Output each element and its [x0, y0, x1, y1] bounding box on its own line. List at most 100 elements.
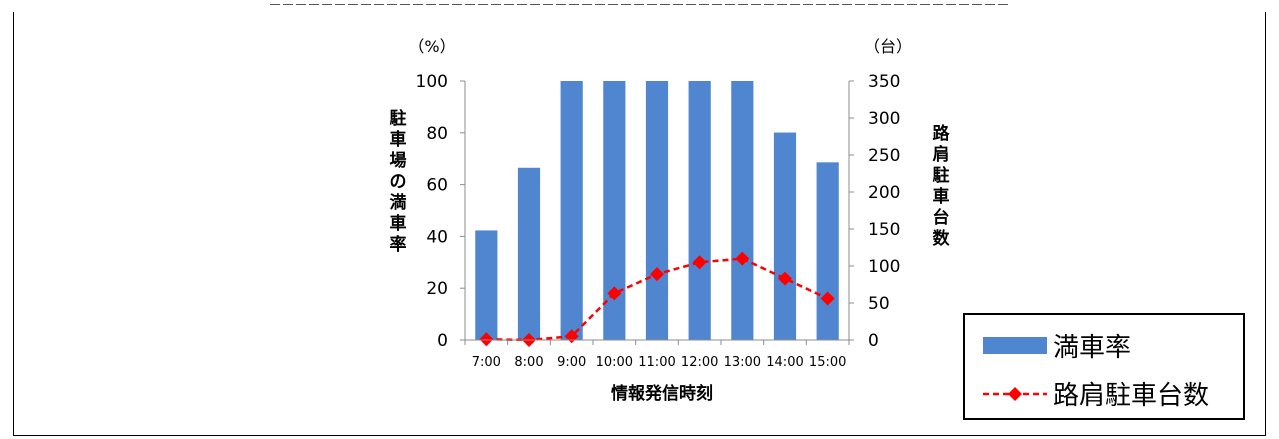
- y2-unit-label: （台）: [864, 37, 912, 56]
- cropped-text-fragment: [335, 0, 345, 5]
- legend-swatch-line: [983, 386, 1047, 401]
- legend: 満車率 路肩駐車台数: [963, 313, 1245, 420]
- cropped-text-fragment: [712, 0, 722, 5]
- cropped-text-fragment: [478, 0, 488, 5]
- bar-10:00: [603, 81, 626, 340]
- cropped-text-fragment: [803, 0, 813, 5]
- y2-tick-label: 250: [868, 146, 900, 166]
- cropped-text-fragment: [517, 0, 527, 5]
- y-tick-label: 40: [426, 227, 448, 247]
- cropped-text-fragment: [361, 0, 371, 5]
- cropped-text-fragment: [374, 0, 384, 5]
- cropped-text-fragment: [972, 0, 982, 5]
- x-tick-label: 15:00: [809, 355, 846, 370]
- cropped-text-fragment: [855, 0, 865, 5]
- cropped-text-fragment: [426, 0, 436, 5]
- cropped-text-fragment: [621, 0, 631, 5]
- legend-label-bar: 満車率: [1053, 333, 1132, 363]
- cropped-text-fragment: [556, 0, 566, 5]
- x-tick-label: 12:00: [681, 355, 718, 370]
- cropped-text-fragment: [595, 0, 605, 5]
- cropped-text-fragment: [296, 0, 306, 5]
- line-point-14:00: [778, 271, 792, 286]
- cropped-text-fragment: [309, 0, 319, 5]
- cropped-text-fragment: [946, 0, 956, 5]
- bar-13:00: [731, 81, 754, 340]
- cropped-text-fragment: [413, 0, 423, 5]
- cropped-text-fragment: [738, 0, 748, 5]
- line-point-10:00: [607, 286, 622, 301]
- cropped-text-fragment: [569, 0, 579, 5]
- y-axis-title: 駐車場の満車率: [390, 108, 407, 255]
- cropped-text-fragment: [491, 0, 501, 5]
- y2-tick-label: 100: [868, 257, 900, 277]
- cropped-text-fragment: [920, 0, 930, 5]
- cropped-text-fragment: [790, 0, 800, 5]
- cropped-text-fragment: [465, 0, 475, 5]
- bar-12:00: [688, 81, 711, 340]
- cropped-text-fragment: [634, 0, 644, 5]
- cropped-text-fragment: [387, 0, 397, 5]
- bar-15:00: [816, 162, 839, 340]
- cropped-text-fragment: [543, 0, 553, 5]
- x-tick-label: 11:00: [638, 355, 675, 370]
- bar-11:00: [645, 81, 669, 340]
- y-tick-label: 80: [426, 124, 448, 144]
- cropped-text-fragment: [270, 0, 280, 5]
- cropped-text-fragment: [881, 0, 891, 5]
- cropped-text-fragment: [933, 0, 943, 5]
- cropped-text-fragment: [907, 0, 917, 5]
- cropped-text-fragment: [400, 0, 410, 5]
- bar-14:00: [773, 132, 797, 340]
- line-point-7:00: [479, 332, 494, 347]
- cropped-text-fragment: [452, 0, 462, 5]
- cropped-text-fragment: [764, 0, 774, 5]
- cropped-text-fragment: [985, 0, 995, 5]
- y-tick-label: 0: [437, 331, 448, 351]
- legend-item-bar: 満車率: [983, 327, 1131, 364]
- cropped-text-fragment: [959, 0, 969, 5]
- cropped-text-fragment: [283, 0, 293, 5]
- y2-tick-label: 50: [868, 294, 890, 314]
- y2-axis-title: 路肩駐車台数: [933, 123, 951, 249]
- cropped-text-fragment: [842, 0, 852, 5]
- cropped-text-fragment: [725, 0, 735, 5]
- line-point-11:00: [650, 267, 664, 282]
- x-tick-label: 14:00: [766, 355, 803, 370]
- cropped-text-fragment: [699, 0, 709, 5]
- y-unit-label: （%）: [408, 37, 455, 56]
- cropped-text-fragment: [504, 0, 514, 5]
- cropped-text-fragment: [998, 0, 1008, 5]
- cropped-text-fragment: [686, 0, 696, 5]
- cropped-text-fragment: [777, 0, 787, 5]
- cropped-text-fragment: [582, 0, 592, 5]
- cropped-text-fragment: [751, 0, 761, 5]
- cropped-text-fragment: [439, 0, 449, 5]
- cropped-text-fragment: [660, 0, 670, 5]
- x-tick-label: 9:00: [557, 355, 586, 370]
- x-tick-label: 7:00: [472, 355, 501, 370]
- bar-9:00: [560, 81, 583, 340]
- cropped-text-fragment: [868, 0, 878, 5]
- cropped-text-fragment: [894, 0, 904, 5]
- cropped-text-fragment: [530, 0, 540, 5]
- cropped-text-fragment: [647, 0, 657, 5]
- y-tick-label: 100: [416, 72, 448, 92]
- y2-tick-label: 300: [868, 109, 900, 129]
- cropped-text-fragment: [673, 0, 683, 5]
- y2-tick-label: 150: [868, 220, 900, 240]
- cropped-text-fragment: [829, 0, 839, 5]
- y2-tick-label: 0: [868, 331, 879, 351]
- figure-frame: [13, 12, 1266, 436]
- line-point-15:00: [820, 291, 835, 306]
- cropped-text-fragment: [608, 0, 618, 5]
- line-point-13:00: [735, 251, 750, 266]
- y-tick-label: 20: [426, 279, 448, 299]
- bar-7:00: [475, 230, 498, 340]
- x-tick-label: 10:00: [596, 355, 633, 370]
- x-tick-label: 8:00: [514, 355, 543, 370]
- legend-item-line: 路肩駐車台数: [983, 375, 1209, 412]
- bar-8:00: [517, 167, 541, 340]
- y2-tick-label: 200: [868, 183, 900, 203]
